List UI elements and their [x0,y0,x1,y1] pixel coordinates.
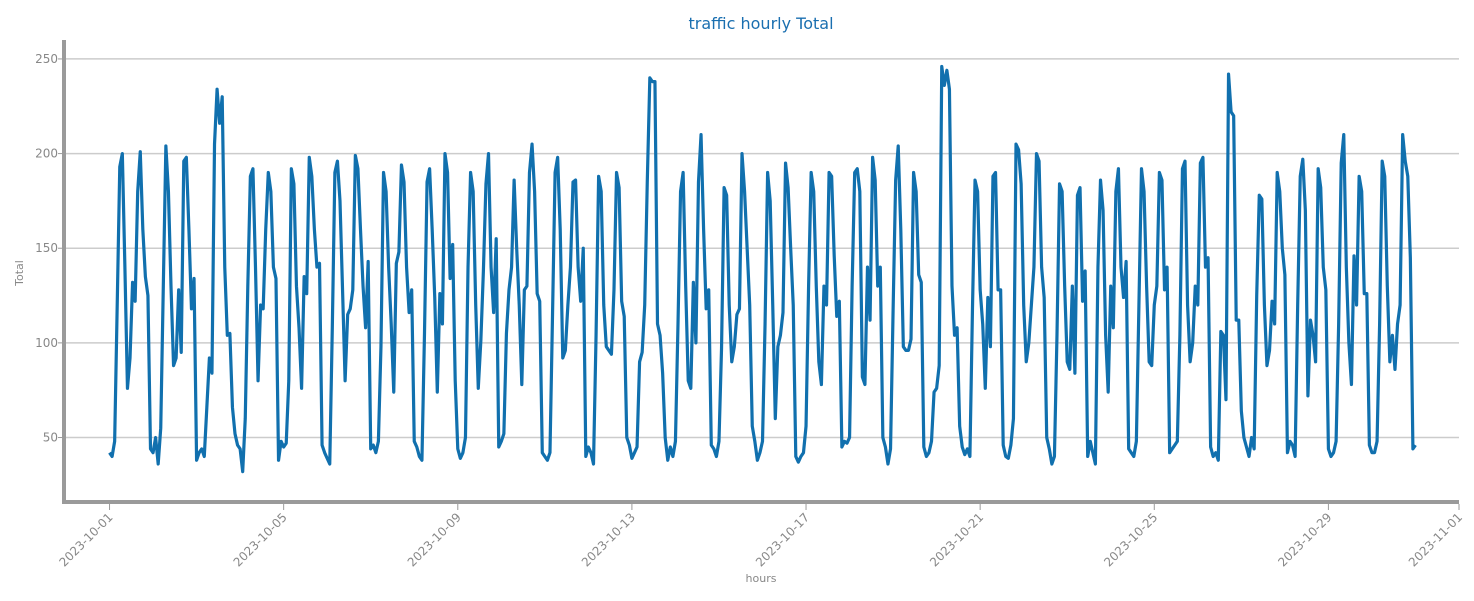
y-tick-label: 250 [35,52,58,66]
y-axis-label: Total [13,260,26,287]
x-tick-label: 2023-11-01 [1406,510,1465,569]
y-tick-label: 150 [35,241,58,255]
x-tick-label: 2023-10-01 [56,510,115,569]
y-tick-label: 200 [35,147,58,161]
x-tick-label: 2023-10-05 [231,510,290,569]
y-tick-label: 100 [35,336,58,350]
series-line [110,67,1416,472]
y-tick-label: 50 [43,431,58,445]
x-axis-label: hours [746,572,777,585]
x-tick-label: 2023-10-09 [405,510,464,569]
x-tick-label: 2023-10-29 [1275,510,1334,569]
x-tick-label: 2023-10-17 [753,510,812,569]
chart-title: traffic hourly Total [688,14,833,33]
x-axis-ticks: 2023-10-01 2023-10-05 2023-10-09 2023-10-13… [56,504,1465,569]
y-axis-ticks: 50 100 150 200 250 [35,52,64,445]
x-tick-label: 2023-10-21 [927,510,986,569]
x-tick-label: 2023-10-25 [1101,510,1160,569]
x-tick-label: 2023-10-13 [579,510,638,569]
